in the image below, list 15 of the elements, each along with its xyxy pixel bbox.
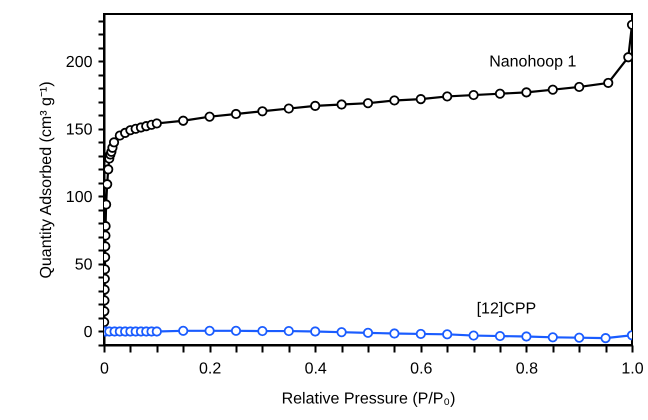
y-tick-label: 150 <box>66 121 93 138</box>
series-label: Nanohoop 1 <box>489 54 576 71</box>
x-tick-label: 1.0 <box>621 360 644 378</box>
x-axis-title: Relative Pressure (P/P₀) <box>282 390 456 408</box>
x-tick-label: 0 <box>100 360 110 378</box>
y-axis-title: Quantity Adsorbed (cm³ g⁻¹) <box>38 81 55 279</box>
x-tick-label: 0.2 <box>198 360 222 378</box>
x-tick-label: 0.6 <box>410 360 433 378</box>
y-tick-label: 0 <box>84 324 93 341</box>
x-tick-label: 0.8 <box>516 360 538 378</box>
series-label: [12]CPP <box>476 300 536 318</box>
y-tick-label: 100 <box>66 188 93 206</box>
y-tick-label: 200 <box>66 54 93 71</box>
y-tick-label: 50 <box>74 256 93 274</box>
x-tick-label: 0.4 <box>304 360 327 378</box>
